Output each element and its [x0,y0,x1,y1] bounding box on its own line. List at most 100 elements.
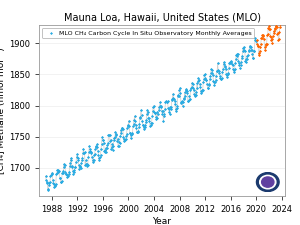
Point [267,24,272,27]
Point [147,119,152,123]
Point [121,128,125,131]
Point [121,135,126,139]
Point [168,105,173,109]
Point [71,170,76,174]
Point [187,99,191,102]
Point [96,153,101,156]
Point [214,74,218,78]
Point [109,145,114,149]
Point [266,27,271,30]
Point [216,71,221,75]
Point [222,62,226,65]
Point [135,130,140,134]
Title: Mauna Loa, Hawaii, United States (MLO): Mauna Loa, Hawaii, United States (MLO) [64,13,260,22]
Point [252,50,257,53]
Point [278,22,283,26]
Point [209,69,214,72]
Point [85,163,90,167]
Point [91,158,95,162]
Legend: MLO CH₄ Carbon Cycle In Situ Observatory Monthly Averages: MLO CH₄ Carbon Cycle In Situ Observatory… [42,28,254,38]
Point [90,160,95,164]
Point [166,107,171,111]
Point [45,188,50,191]
Point [238,66,242,69]
Point [136,125,141,128]
Point [167,112,172,116]
Point [83,163,88,166]
Point [277,37,281,41]
Point [81,147,86,151]
Point [100,136,104,139]
Point [211,80,216,83]
Point [212,83,217,87]
Point [122,137,127,141]
Point [73,165,78,169]
Point [116,144,121,148]
Point [194,82,199,85]
Point [164,99,168,103]
Point [188,98,192,101]
Point [174,108,178,111]
Point [78,166,83,170]
Point [218,74,222,77]
Point [133,119,137,123]
Point [167,110,172,114]
Point [262,38,266,41]
Point [236,52,240,56]
Point [74,155,79,159]
Point [79,161,84,164]
Point [128,131,132,135]
Point [268,34,273,38]
Point [260,33,265,37]
Point [132,114,137,118]
Point [108,140,112,143]
Point [156,112,161,116]
Point [251,56,256,59]
Point [64,172,69,176]
Point [152,110,157,113]
Point [110,143,115,146]
Point [248,45,253,49]
Point [275,31,280,34]
Point [141,127,146,130]
Point [183,94,188,98]
Point [275,32,280,36]
Point [153,111,158,115]
Point [151,104,156,108]
Point [249,48,254,52]
Point [61,169,66,173]
Point [174,107,179,110]
Point [157,104,162,108]
Point [203,76,208,80]
Point [76,158,80,162]
Point [199,89,204,92]
Point [267,27,272,30]
Point [66,175,70,178]
Point [69,159,74,162]
Point [43,174,48,178]
Point [77,165,82,169]
Point [160,112,165,115]
Point [240,54,244,57]
Point [162,114,167,118]
Point [234,54,239,58]
Point [178,100,183,103]
Point [80,156,85,160]
Point [170,97,175,100]
Point [233,61,238,65]
Point [97,158,101,161]
Point [257,49,262,52]
Point [80,158,84,162]
Point [112,136,117,140]
Point [106,133,111,136]
Point [230,63,234,66]
Point [67,165,72,168]
Point [228,60,233,64]
Point [220,76,224,80]
Point [265,33,270,37]
Point [110,148,115,152]
Point [147,116,152,120]
Point [139,114,144,117]
Point [179,101,184,104]
Point [101,139,106,142]
